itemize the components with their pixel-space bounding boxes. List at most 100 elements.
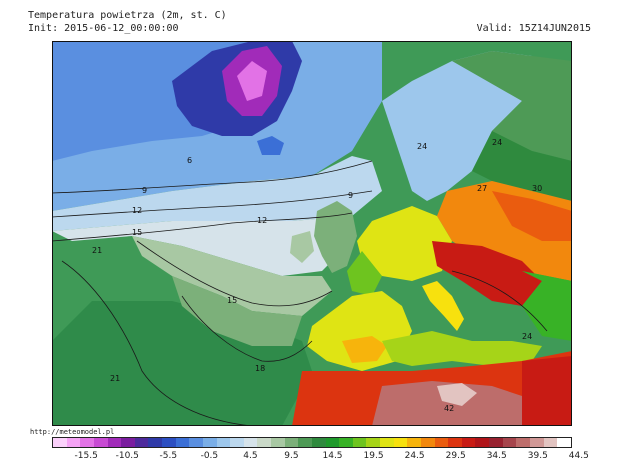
contour-label: 9 (348, 191, 353, 200)
colorbar-cell (543, 438, 558, 447)
contour-label: 18 (255, 364, 265, 373)
colorbar-label: 4.5 (243, 451, 258, 461)
contour-label: 6 (187, 156, 192, 165)
colorbar-cell (311, 438, 326, 447)
contour-label: 12 (132, 206, 142, 215)
colorbar-label: 14.5 (322, 451, 343, 461)
contour-label: 12 (257, 216, 267, 225)
isotherm-lines (52, 160, 548, 426)
black-sea-region (522, 271, 572, 341)
contour-label: 42 (444, 404, 454, 413)
iberia-interior-warm (342, 336, 387, 363)
iceland-land (257, 136, 284, 155)
contour-label: 27 (477, 184, 487, 193)
ocean-band-12 (52, 216, 352, 276)
colorbar-labels: -15.5 -10.5 -5.5 -0.5 4.5 9.5 14.5 19.5 24.5 29.5… (52, 451, 589, 463)
colorbar-cell (461, 438, 476, 447)
map-canvas: 6 9 9 12 12 15 15 18 21 21 24 24 27 30 2… (52, 41, 572, 426)
colorbar-cell (339, 438, 353, 447)
colorbar-cell (516, 438, 530, 447)
isotherm-18 (181, 295, 313, 362)
colorbar-cell (284, 438, 299, 447)
colorbar-cell (502, 438, 517, 447)
colorbar-label: -15.5 (74, 451, 98, 461)
balkans-hot (432, 241, 542, 306)
colorbar-cell (93, 438, 108, 447)
colorbar-cell (202, 438, 217, 447)
colorbar-label: -10.5 (115, 451, 139, 461)
contour-label: 15 (132, 228, 142, 237)
valid-time: Valid: 15Z14JUN2015 (476, 23, 591, 34)
colorbar-cell (475, 438, 489, 447)
colorbar-cell (325, 438, 340, 447)
contour-label: 24 (417, 142, 427, 151)
colorbar-cell (529, 438, 544, 447)
ocean-cool-band (52, 156, 382, 231)
colorbar-cell (489, 438, 503, 447)
colorbar-label: 29.5 (445, 451, 466, 461)
contour-labels: 6 9 9 12 12 15 15 18 21 21 24 24 27 30 2… (92, 138, 542, 413)
colorbar-cell (557, 438, 571, 447)
colorbar-label: 39.5 (527, 451, 548, 461)
contour-label: 21 (110, 374, 120, 383)
contour-label: 15 (227, 296, 237, 305)
colorbar-cell (162, 438, 176, 447)
sahara-very-hot (372, 381, 522, 426)
colorbar-cell (80, 438, 94, 447)
colorbar-label: 24.5 (404, 451, 425, 461)
colorbar (52, 437, 572, 448)
colorbar-cell (420, 438, 435, 447)
colorbar-label: 34.5 (486, 451, 507, 461)
isotherm-9 (52, 190, 373, 218)
contour-label: 30 (532, 184, 542, 193)
colorbar-label: 44.5 (568, 451, 589, 461)
colorbar-cell (230, 438, 244, 447)
map-frame (52, 41, 572, 426)
isotherm-15 (136, 240, 333, 307)
temperature-map: 6 9 9 12 12 15 15 18 21 21 24 24 27 30 2… (52, 41, 572, 426)
contour-label: 24 (492, 138, 502, 147)
ocean-band-15 (132, 236, 332, 316)
colorbar-cell (352, 438, 367, 447)
colorbar-cell (121, 438, 135, 447)
colorbar-cell (148, 438, 162, 447)
colorbar-label: -0.5 (200, 451, 219, 461)
ocean-band-18 (172, 276, 302, 346)
colorbar-cell (434, 438, 449, 447)
init-time: Init: 2015-06-12_00:00:00 (28, 23, 179, 34)
colorbar-cell (107, 438, 122, 447)
colorbar-cell (407, 438, 421, 447)
eastern-europe-hot (492, 191, 572, 241)
colorbar-label: 9.5 (284, 451, 299, 461)
colorbar-cell (257, 438, 271, 447)
contour-label: 9 (142, 186, 147, 195)
libya-egypt-hot (522, 356, 572, 426)
greenland-ice-coldest (237, 61, 267, 101)
isotherm-6 (52, 160, 373, 194)
colorbar-cell (298, 438, 312, 447)
isotherm-21 (61, 260, 253, 426)
france-north-land (347, 251, 382, 296)
colorbar-cell (366, 438, 380, 447)
colorbar-cell (243, 438, 258, 447)
colorbar-cell (134, 438, 149, 447)
colorbar-label: 19.5 (363, 451, 384, 461)
colorbar-cell (53, 438, 67, 447)
contour-label: 24 (522, 332, 532, 341)
colorbar-cell (271, 438, 285, 447)
ireland-land (290, 231, 314, 263)
iberia-land (307, 291, 412, 371)
contour-label: 21 (92, 246, 102, 255)
isotherm-12 (52, 212, 353, 242)
central-europe-land (357, 206, 452, 281)
colorbar-cell (175, 438, 190, 447)
sahara-hottest (437, 383, 477, 406)
scandinavia-cool (382, 51, 532, 201)
baltic-land (472, 131, 572, 201)
colorbar-label: -5.5 (159, 451, 178, 461)
colorbar-cell (189, 438, 203, 447)
colorbar-cell (380, 438, 394, 447)
isotherm-24 (451, 270, 548, 332)
colorbar-cell (393, 438, 408, 447)
colorbar-cell (216, 438, 231, 447)
